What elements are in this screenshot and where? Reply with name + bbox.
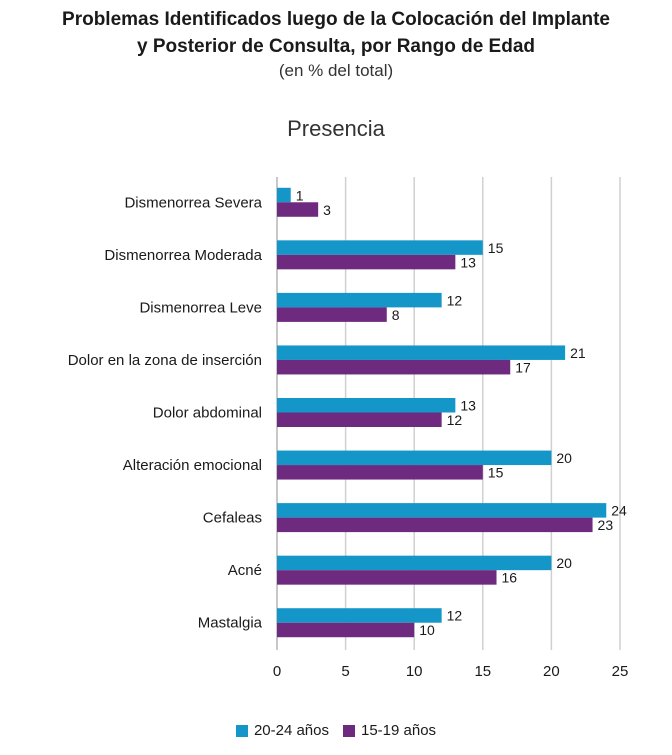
- bar-20-24: [277, 503, 607, 518]
- data-label: 16: [502, 570, 518, 586]
- category-label: Alteración emocional: [123, 457, 262, 474]
- data-label: 13: [460, 398, 476, 414]
- category-label: Cefaleas: [203, 510, 262, 527]
- data-label: 24: [611, 503, 627, 519]
- data-label: 13: [460, 254, 476, 270]
- category-label: Dismenorrea Severa: [124, 194, 262, 211]
- bar-15-19: [277, 517, 593, 533]
- bar-20-24: [277, 240, 483, 255]
- bar-15-19: [277, 622, 415, 638]
- data-label: 15: [488, 240, 504, 256]
- x-tick-label: 10: [406, 663, 423, 680]
- category-label: Dismenorrea Leve: [139, 299, 262, 316]
- data-label: 3: [323, 202, 331, 218]
- chart-heading: Presencia: [287, 116, 385, 141]
- bar-20-24: [277, 345, 566, 360]
- x-tick-label: 20: [543, 663, 560, 680]
- bar-20-24: [277, 292, 442, 308]
- bar-15-19: [277, 202, 319, 217]
- data-label: 10: [419, 622, 435, 638]
- bar-20-24: [277, 398, 456, 413]
- data-label: 20: [556, 450, 572, 466]
- legend-swatch-15-19: [343, 724, 355, 737]
- category-label: Dolor abdominal: [153, 405, 262, 422]
- bar-20-24: [277, 555, 552, 571]
- category-label: Dismenorrea Moderada: [104, 247, 262, 264]
- bar-20-24: [277, 187, 291, 203]
- legend: 20-24 años 15-19 años: [0, 722, 672, 739]
- bar-20-24: [277, 450, 552, 466]
- chart-subtitle: (en % del total): [278, 61, 394, 80]
- data-label: 21: [570, 345, 586, 361]
- bar-20-24: [277, 608, 442, 623]
- chart-title-line-2: y Posterior de Consulta, por Rango de Ed…: [137, 36, 535, 57]
- bar-15-19: [277, 307, 387, 322]
- bar-15-19: [277, 254, 456, 270]
- data-label: 17: [515, 359, 531, 375]
- legend-label-20-24: 20-24 años: [253, 722, 329, 739]
- bar-15-19: [277, 465, 483, 480]
- x-tick-label: 5: [341, 663, 349, 680]
- bar-15-19: [277, 359, 511, 375]
- data-label: 12: [447, 412, 463, 428]
- category-label: Mastalgia: [198, 615, 263, 632]
- category-label: Dolor en la zona de inserción: [68, 352, 262, 369]
- x-tick-label: 0: [273, 663, 281, 680]
- data-label: 12: [447, 292, 463, 308]
- legend-item-20-24: 20-24 años: [235, 722, 329, 739]
- data-label: 12: [447, 608, 463, 624]
- legend-label-15-19: 15-19 años: [361, 722, 437, 739]
- category-label: Acné: [228, 562, 262, 579]
- data-label: 1: [296, 187, 304, 203]
- legend-item-15-19: 15-19 años: [343, 722, 436, 739]
- x-tick-label: 15: [474, 663, 491, 680]
- legend-swatch-20-24: [235, 724, 248, 737]
- bar-15-19: [277, 412, 442, 427]
- data-label: 23: [598, 517, 614, 533]
- bar-15-19: [277, 570, 497, 585]
- data-label: 8: [392, 307, 400, 323]
- data-label: 15: [488, 465, 504, 481]
- data-label: 20: [556, 555, 572, 571]
- x-tick-label: 25: [612, 663, 629, 680]
- chart-title-line-1: Problemas Identificados luego de la Colo…: [62, 9, 610, 30]
